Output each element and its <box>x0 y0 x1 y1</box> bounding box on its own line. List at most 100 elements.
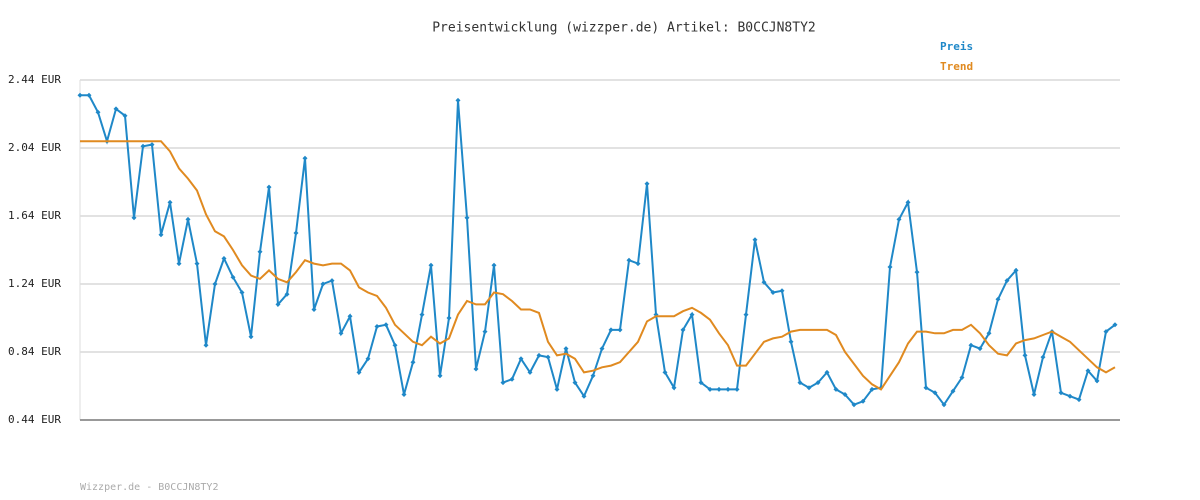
y-tick-label: 0.44 EUR <box>8 413 61 426</box>
point <box>1094 378 1100 384</box>
point <box>212 281 218 287</box>
point <box>788 339 794 345</box>
point <box>581 393 587 399</box>
point <box>275 301 281 307</box>
point <box>1040 354 1046 360</box>
point <box>608 327 614 333</box>
point <box>392 342 398 348</box>
point <box>626 257 632 263</box>
point <box>779 288 785 294</box>
point <box>311 307 317 312</box>
series-line <box>80 94 1116 407</box>
point <box>833 386 839 392</box>
point <box>320 281 326 287</box>
y-tick-label: 1.64 EUR <box>8 209 61 222</box>
point <box>914 269 920 275</box>
point <box>941 402 947 408</box>
point <box>536 352 542 358</box>
point <box>671 385 677 391</box>
y-tick-label: 0.84 EUR <box>8 345 61 358</box>
legend-label: Preis <box>940 40 973 53</box>
point <box>680 327 686 333</box>
point <box>761 279 767 285</box>
point <box>644 181 650 187</box>
point <box>851 402 857 408</box>
point <box>1085 368 1091 374</box>
point <box>338 330 344 336</box>
point <box>860 398 866 404</box>
point <box>77 92 83 98</box>
point <box>842 392 848 397</box>
point <box>500 380 506 386</box>
point <box>257 249 263 255</box>
point <box>1103 329 1109 335</box>
point <box>662 369 668 375</box>
legend-label: Trend <box>940 60 973 73</box>
point <box>185 216 191 222</box>
point <box>374 324 380 329</box>
point <box>815 380 821 386</box>
point <box>446 315 452 321</box>
point <box>959 375 965 380</box>
point <box>491 262 497 268</box>
point <box>1022 352 1028 358</box>
point <box>437 373 443 379</box>
point <box>365 356 371 362</box>
point <box>176 261 182 267</box>
point <box>329 278 335 284</box>
point <box>977 346 983 352</box>
point <box>563 346 569 352</box>
point <box>1058 390 1064 396</box>
point <box>968 342 974 348</box>
point <box>887 264 893 270</box>
point <box>167 199 173 205</box>
point <box>1112 322 1118 328</box>
point <box>293 230 299 236</box>
point <box>410 359 416 365</box>
point <box>149 142 155 148</box>
point <box>950 388 956 394</box>
point <box>239 290 245 295</box>
point <box>635 261 641 267</box>
point <box>905 199 911 205</box>
point <box>302 155 308 161</box>
footer: Wizzper.de - B0CCJN8TY2 <box>80 482 218 493</box>
point <box>599 346 605 352</box>
point <box>95 109 101 115</box>
point <box>590 373 596 379</box>
point <box>923 385 929 391</box>
y-tick-label: 1.24 EUR <box>8 277 61 290</box>
point <box>527 369 533 375</box>
point <box>419 312 425 318</box>
point <box>383 322 389 328</box>
point <box>797 380 803 386</box>
point <box>896 216 902 222</box>
point <box>995 296 1001 302</box>
point <box>509 376 515 382</box>
y-tick-label: 2.04 EUR <box>8 141 61 154</box>
point <box>131 215 137 221</box>
point <box>473 366 479 372</box>
point <box>572 380 578 386</box>
point <box>734 386 740 392</box>
point <box>617 327 623 333</box>
point <box>770 290 776 295</box>
point <box>806 385 812 391</box>
point <box>140 143 146 149</box>
point <box>158 232 164 238</box>
point <box>986 330 992 336</box>
point <box>1004 278 1010 284</box>
point <box>689 312 695 318</box>
point <box>122 113 128 119</box>
point <box>824 369 830 375</box>
point <box>482 329 488 335</box>
point <box>518 356 524 362</box>
point <box>1076 397 1082 403</box>
point <box>266 184 272 190</box>
point <box>86 92 92 98</box>
point <box>1031 392 1037 397</box>
point <box>428 262 434 268</box>
point <box>401 392 407 397</box>
